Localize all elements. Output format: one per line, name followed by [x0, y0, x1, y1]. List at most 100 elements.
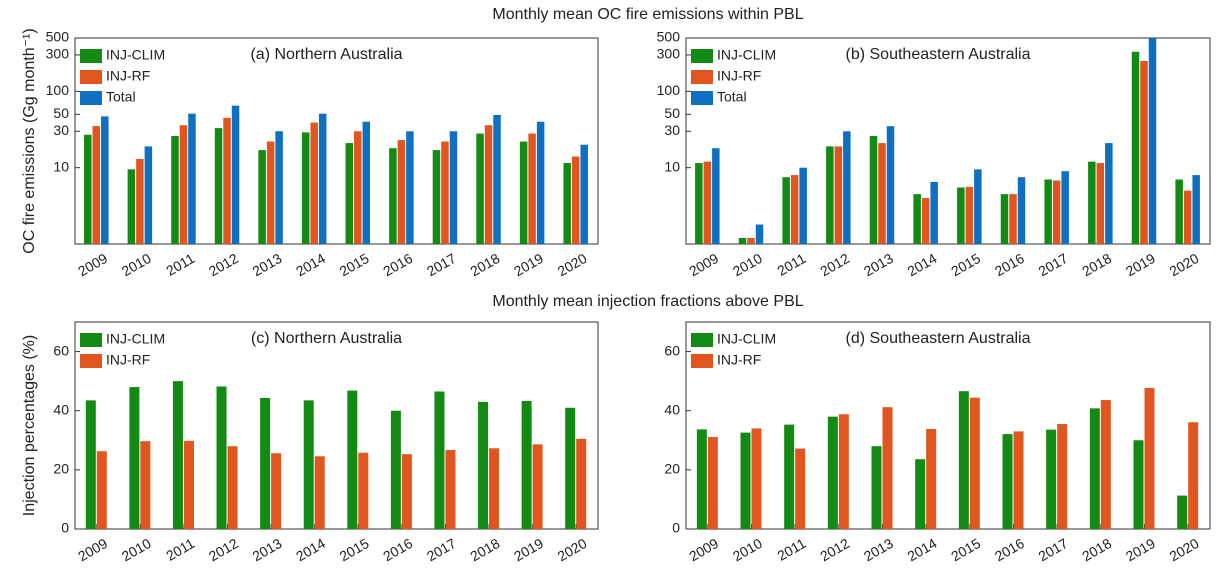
bar: [484, 125, 493, 244]
bar: [179, 125, 188, 244]
bar: [576, 438, 587, 529]
bar: [216, 386, 227, 529]
bar: [1140, 60, 1148, 244]
bar: [915, 459, 926, 529]
x-tick-label: 2016: [992, 535, 1027, 565]
panel-title: (d) Southeastern Australia: [846, 330, 1031, 347]
legend-swatch: [691, 49, 713, 63]
bar: [84, 134, 92, 244]
bar: [390, 410, 401, 529]
x-tick-label: 2016: [380, 535, 415, 565]
bar: [144, 146, 153, 244]
plot-frame: [685, 321, 1211, 530]
x-tick-label: 2010: [119, 250, 154, 280]
y-tick-label: 500: [657, 29, 681, 45]
bar: [345, 143, 354, 244]
bar: [127, 169, 136, 244]
x-tick-label: 2013: [861, 535, 896, 565]
bar: [532, 444, 543, 529]
x-tick-label: 2017: [424, 250, 459, 280]
bar: [227, 446, 238, 529]
row-title: Monthly mean OC fire emissions within PB…: [492, 6, 803, 23]
x-tick-label: 2011: [774, 535, 808, 564]
panel-title: (a) Northern Australia: [250, 46, 402, 63]
bar: [136, 158, 144, 244]
x-tick-label: 2019: [511, 535, 546, 565]
bar: [172, 381, 183, 529]
bar: [85, 400, 96, 529]
panel-title: (c) Northern Australia: [251, 330, 402, 347]
legend-label: Total: [106, 89, 136, 105]
bar: [389, 148, 397, 244]
bar: [563, 163, 571, 244]
bar: [101, 116, 109, 244]
bar: [571, 156, 580, 244]
bar: [926, 429, 937, 529]
y-tick-label: 30: [664, 122, 680, 138]
y-tick-label: 100: [46, 82, 70, 98]
bar: [871, 446, 882, 529]
bar: [886, 126, 895, 244]
bar: [266, 141, 275, 244]
bar: [493, 114, 501, 244]
legend-swatch: [80, 354, 102, 368]
bar: [432, 150, 441, 244]
bar: [565, 407, 576, 529]
bar: [580, 144, 588, 244]
bar: [1057, 424, 1068, 529]
bar: [260, 397, 271, 529]
x-tick-label: 2020: [1167, 535, 1202, 565]
bar: [799, 167, 807, 244]
bar: [1009, 194, 1017, 244]
legend-swatch: [80, 91, 102, 105]
y-tick-label: 10: [53, 158, 69, 174]
legend-label: INJ-CLIM: [106, 331, 165, 347]
bar: [1088, 161, 1096, 244]
x-tick-label: 2019: [1123, 535, 1158, 565]
bar: [957, 187, 965, 244]
x-tick-label: 2019: [1123, 250, 1158, 280]
x-tick-label: 2016: [380, 250, 415, 280]
x-tick-label: 2017: [1036, 535, 1071, 565]
legend-swatch: [691, 70, 713, 84]
x-tick-label: 2020: [1167, 250, 1202, 280]
bar: [521, 400, 532, 529]
x-tick-label: 2011: [163, 250, 197, 279]
y-tick-label: 0: [672, 520, 680, 536]
bar: [827, 416, 838, 529]
x-tick-label: 2010: [730, 535, 765, 565]
bar: [401, 454, 412, 529]
bar: [707, 437, 718, 529]
legend-label: INJ-RF: [717, 68, 761, 84]
bar: [1188, 422, 1199, 529]
bar: [1061, 171, 1069, 244]
y-tick-label: 50: [53, 105, 69, 121]
bar: [958, 391, 969, 529]
bar: [969, 397, 980, 529]
x-tick-label: 2017: [1036, 250, 1071, 280]
x-tick-label: 2013: [249, 535, 284, 565]
y-tick-label: 30: [53, 122, 69, 138]
y-tick-label: 500: [46, 29, 70, 45]
y-tick-label: 0: [61, 520, 69, 536]
bar: [1096, 163, 1105, 244]
bar: [397, 140, 406, 244]
bar: [171, 136, 179, 244]
bar: [478, 401, 489, 529]
legend-label: INJ-RF: [106, 352, 150, 368]
bar: [318, 113, 327, 244]
x-tick-label: 2018: [467, 250, 502, 280]
bar: [869, 136, 878, 244]
bar: [974, 169, 982, 244]
legend-label: INJ-CLIM: [717, 331, 776, 347]
x-tick-label: 2018: [467, 535, 502, 565]
bar: [441, 141, 449, 244]
x-tick-label: 2014: [905, 250, 940, 280]
x-tick-label: 2009: [75, 535, 110, 565]
bar: [1144, 387, 1155, 529]
bar: [519, 141, 528, 244]
bar: [834, 146, 843, 244]
y-tick-label: 20: [53, 461, 69, 477]
bar: [782, 177, 790, 244]
bar: [696, 429, 707, 529]
